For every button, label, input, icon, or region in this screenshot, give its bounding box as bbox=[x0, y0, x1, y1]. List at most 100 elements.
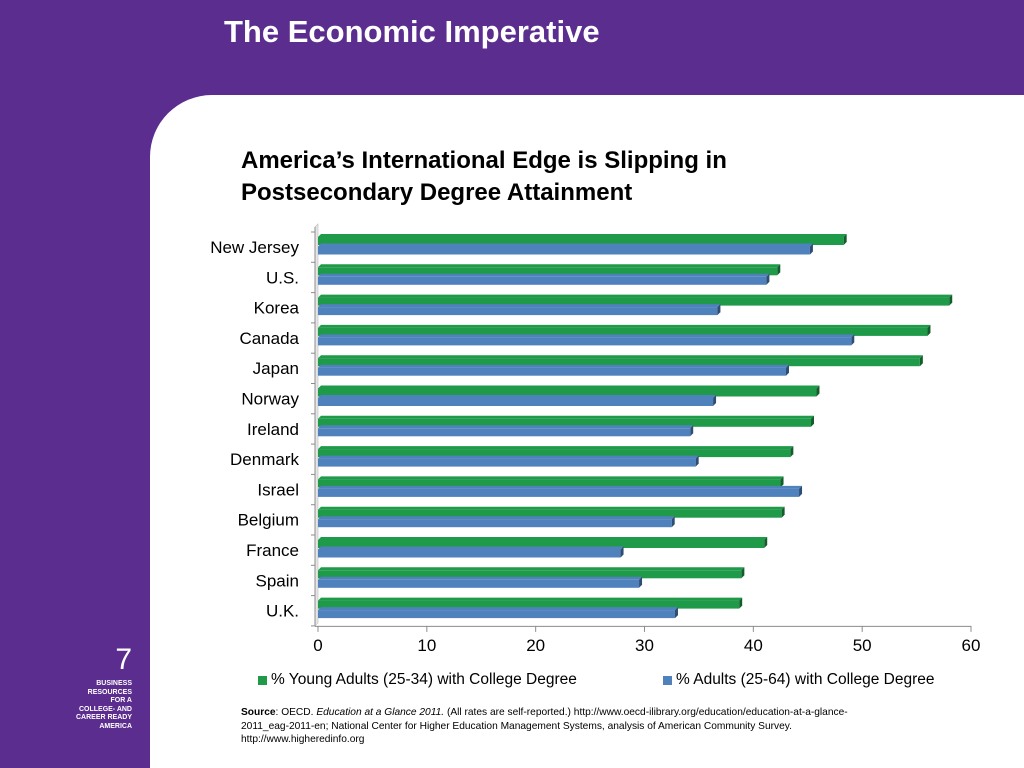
branding-text: BUSINESS RESOURCES FOR A COLLEGE- AND CA… bbox=[40, 680, 132, 732]
bar-top-adults bbox=[318, 425, 694, 429]
bar-adults bbox=[318, 367, 786, 376]
legend-swatch-young-adults bbox=[258, 675, 267, 685]
category-label: New Jersey bbox=[210, 238, 299, 257]
branding-line: BUSINESS bbox=[96, 680, 132, 687]
bar-side-young-adults bbox=[843, 234, 847, 245]
bar-young-adults bbox=[318, 509, 782, 518]
bar-adults bbox=[318, 579, 640, 588]
bar-side-young-adults bbox=[816, 385, 820, 397]
bar-young-adults bbox=[318, 570, 742, 579]
bar-side-adults bbox=[674, 607, 678, 619]
bar-young-adults bbox=[318, 237, 844, 245]
bar-adults bbox=[318, 519, 672, 528]
category-label: Japan bbox=[253, 359, 299, 378]
category-label: France bbox=[246, 541, 299, 560]
bar-top-adults bbox=[318, 576, 643, 580]
bar-side-young-adults bbox=[739, 597, 743, 609]
bar-top-adults bbox=[318, 334, 855, 338]
bar-top-young-adults bbox=[318, 264, 781, 268]
bar-side-adults bbox=[620, 546, 624, 558]
bar-side-adults bbox=[809, 243, 813, 255]
bar-top-young-adults bbox=[318, 234, 847, 237]
bar-young-adults bbox=[318, 388, 817, 397]
bar-top-adults bbox=[318, 455, 699, 459]
branding-line: CAREER READY bbox=[75, 714, 132, 722]
bar-top-adults bbox=[318, 485, 803, 489]
bar-adults bbox=[318, 428, 691, 437]
bar-top-adults bbox=[318, 273, 770, 277]
bar-top-young-adults bbox=[318, 446, 794, 450]
bar-side-adults bbox=[851, 334, 855, 346]
bar-young-adults bbox=[318, 479, 781, 488]
legend-label-young-adults: % Young Adults (25-34) with College Degr… bbox=[271, 671, 577, 688]
bar-young-adults bbox=[318, 418, 812, 427]
bar-top-adults bbox=[318, 364, 789, 368]
bar-young-adults bbox=[318, 449, 791, 458]
category-label: Korea bbox=[254, 299, 300, 318]
category-label: Spain bbox=[256, 571, 299, 590]
bar-adults bbox=[318, 549, 621, 558]
bar-top-young-adults bbox=[318, 355, 923, 359]
bar-young-adults bbox=[318, 297, 950, 306]
source-text: : OECD. bbox=[275, 707, 317, 718]
chart-title: America’s International Edge is Slipping… bbox=[241, 145, 881, 209]
bar-adults bbox=[318, 610, 675, 619]
bar-side-young-adults bbox=[790, 446, 794, 458]
category-label: Israel bbox=[257, 480, 299, 499]
bar-top-young-adults bbox=[318, 506, 785, 510]
bar-adults bbox=[318, 458, 696, 467]
bar-young-adults bbox=[318, 358, 920, 367]
bar-adults bbox=[318, 276, 767, 285]
bar-top-young-adults bbox=[318, 476, 784, 480]
bar-adults bbox=[318, 307, 718, 316]
bar-young-adults bbox=[318, 540, 765, 548]
x-tick-label: 50 bbox=[853, 636, 872, 655]
bar-side-young-adults bbox=[764, 537, 768, 548]
bar-side-adults bbox=[785, 364, 789, 376]
branding-line: RESOURCES bbox=[87, 688, 132, 696]
bar-side-adults bbox=[799, 485, 803, 497]
x-tick-label: 20 bbox=[526, 636, 545, 655]
bar-young-adults bbox=[318, 267, 778, 276]
x-tick-label: 60 bbox=[962, 636, 981, 655]
bar-side-young-adults bbox=[780, 476, 784, 488]
source-label: Source bbox=[241, 707, 276, 718]
bar-top-adults bbox=[318, 516, 675, 520]
bar-top-young-adults bbox=[318, 385, 820, 389]
bar-side-young-adults bbox=[919, 355, 923, 367]
bar-side-adults bbox=[690, 425, 694, 437]
chart-title-line: America’s International Edge is Slipping… bbox=[241, 147, 727, 174]
category-label: Ireland bbox=[247, 420, 299, 439]
category-label: Denmark bbox=[230, 450, 299, 469]
category-label: U.S. bbox=[266, 268, 299, 287]
bar-side-adults bbox=[695, 455, 699, 467]
bar-top-young-adults bbox=[318, 294, 953, 298]
chart-title-line: Postsecondary Degree Attainment bbox=[241, 179, 633, 206]
bar-top-adults bbox=[318, 395, 717, 398]
x-tick-label: 10 bbox=[417, 636, 436, 655]
x-tick-label: 40 bbox=[744, 636, 763, 655]
x-tick-label: 0 bbox=[313, 636, 322, 655]
chart-legend: % Young Adults (25-34) with College Degr… bbox=[258, 671, 978, 691]
legend-item-young-adults: % Young Adults (25-34) with College Degr… bbox=[258, 671, 577, 689]
bar-side-adults bbox=[766, 273, 770, 285]
source-note: Source: OECD. Education at a Glance 2011… bbox=[241, 706, 871, 747]
bar-young-adults bbox=[318, 327, 928, 336]
bar-side-adults bbox=[717, 304, 721, 316]
bar-adults bbox=[318, 246, 810, 255]
category-label: Canada bbox=[239, 329, 299, 348]
bar-top-adults bbox=[318, 243, 813, 247]
page-number: 7 bbox=[115, 643, 132, 676]
legend-label-adults: % Adults (25-64) with College Degree bbox=[676, 671, 935, 688]
legend-swatch-adults bbox=[663, 675, 672, 685]
branding-line: COLLEGE- AND bbox=[78, 705, 132, 713]
category-label: Belgium bbox=[238, 511, 299, 530]
bar-adults bbox=[318, 398, 714, 406]
bar-side-young-adults bbox=[949, 294, 953, 306]
bar-adults bbox=[318, 488, 800, 497]
slide-title: The Economic Imperative bbox=[224, 14, 600, 49]
source-publication: Education at a Glance 2011. bbox=[316, 707, 445, 718]
bar-side-adults bbox=[639, 576, 643, 588]
branding-line: FOR A bbox=[110, 697, 132, 705]
